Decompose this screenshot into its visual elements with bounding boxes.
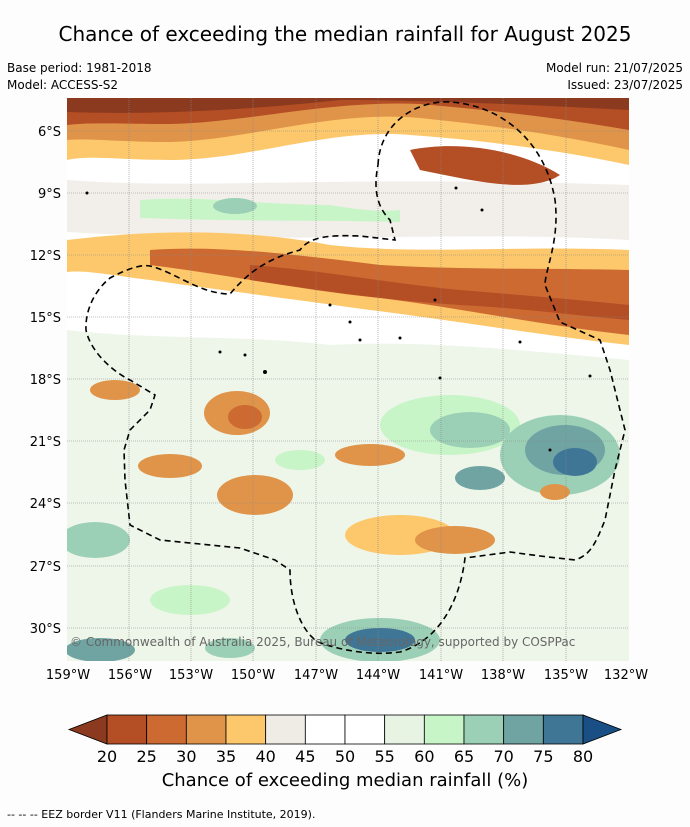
colorbar: 20 25 30 35 40 45 50 55 60 65 70 75 80 [67, 714, 623, 766]
eez-border [85, 101, 626, 655]
lon-label: 144°W [356, 668, 400, 683]
base-period: Base period: 1981-2018 [7, 61, 152, 75]
blob-65-70-e [430, 412, 510, 448]
colorbar-segment [384, 714, 425, 745]
colorbar-tick-label: 25 [136, 747, 156, 766]
blob-30-35-se [540, 484, 570, 500]
colorbar-segment [463, 714, 505, 745]
lon-label: 159°W [46, 668, 90, 683]
colorbar-segment [542, 714, 584, 745]
colorbar-segment [146, 714, 187, 745]
footer-note: -- -- -- EEZ border V11 (Flanders Marine… [7, 808, 316, 821]
colorbar-tick-label: 30 [176, 747, 196, 766]
band-20-25-mid [250, 265, 629, 320]
colorbar-tick-label: 40 [255, 747, 275, 766]
meta-right: Model run: 21/07/2025 Issued: 23/07/2025 [546, 60, 683, 94]
colorbar-tick-label: 55 [374, 747, 394, 766]
islands [85, 186, 592, 452]
colorbar-segment [265, 714, 306, 745]
lon-label: 138°W [481, 668, 525, 683]
colorbar-label: Chance of exceeding median rainfall (%) [161, 770, 529, 791]
colorbar-segment [185, 714, 227, 745]
lat-label: 21°S [30, 435, 61, 450]
blob-75-80-se [553, 448, 597, 476]
colorbar-extend-high [582, 714, 623, 745]
lon-label: 147°W [294, 668, 338, 683]
blob-60-65-sw [150, 585, 230, 615]
colorbar-tick-label: 60 [414, 747, 434, 766]
blob-70-75-sw [67, 638, 135, 661]
band-20-25-north [67, 98, 629, 113]
lon-label: 153°W [169, 668, 213, 683]
colorbar-segment [503, 714, 544, 745]
blob-30-35-a [90, 380, 140, 400]
model-name: Model: ACCESS-S2 [7, 78, 119, 92]
blob-30-35-e [335, 444, 405, 466]
blob-65-70-w [67, 522, 130, 558]
colorbar-tick-label: 45 [295, 747, 315, 766]
lon-axis: 159°W 156°W 153°W 150°W 147°W 144°W 141°… [46, 668, 648, 683]
meta-left: Base period: 1981-2018 Model: ACCESS-S2 [7, 60, 152, 94]
colorbar-segment [344, 714, 386, 745]
lon-label: 132°W [604, 668, 648, 683]
lat-label: 15°S [30, 311, 61, 326]
model-run: Model run: 21/07/2025 [545, 61, 683, 75]
colorbar-tick-label: 80 [573, 747, 593, 766]
lat-label: 18°S [30, 373, 61, 388]
blob-30-35-c [138, 454, 202, 478]
lat-label: 27°S [30, 560, 61, 575]
blob-30-35-f [415, 526, 495, 554]
issued-date: Issued: 23/07/2025 [567, 78, 683, 92]
colorbar-segment [304, 714, 346, 745]
lat-label: 9°S [38, 187, 61, 202]
colorbar-tick-label: 50 [335, 747, 355, 766]
lon-label: 141°W [419, 668, 463, 683]
colorbar-tick-label: 65 [454, 747, 474, 766]
lat-label: 6°S [38, 125, 61, 140]
map-area: © Commonwealth of Australia 2025, Bureau… [67, 98, 629, 661]
colorbar-tick-label: 75 [533, 747, 553, 766]
lon-label: 150°W [231, 668, 275, 683]
blob-60-65-w [275, 450, 325, 470]
colorbar-tick-label: 20 [97, 747, 117, 766]
colorbar-segment [106, 714, 148, 745]
blob-65-70-sw [205, 638, 255, 658]
blob-70-75-e2 [455, 466, 505, 490]
band-60-65-north [140, 198, 400, 222]
blob-30-35-d [217, 475, 293, 515]
copyright-text: © Commonwealth of Australia 2025, Bureau… [70, 635, 575, 649]
lon-label: 156°W [108, 668, 152, 683]
colorbar-tick-label: 35 [216, 747, 236, 766]
lat-label: 30°S [30, 622, 61, 637]
colorbar-segment [423, 714, 465, 745]
blob-75-80-s [345, 628, 415, 652]
gridlines [67, 98, 629, 661]
chart-title: Chance of exceeding the median rainfall … [58, 22, 632, 46]
colorbar-extend-low [67, 714, 108, 745]
lat-label: 24°S [30, 497, 61, 512]
lon-label: 135°W [544, 668, 588, 683]
blob-25-30-b [228, 405, 262, 429]
lat-axis: 6°S 9°S 12°S 15°S 18°S 21°S 24°S 27°S 30… [30, 125, 61, 637]
lat-label: 12°S [30, 249, 61, 264]
colorbar-tick-label: 70 [493, 747, 513, 766]
band-25-30-northeast [410, 146, 560, 185]
blob-65-70-north [213, 198, 257, 214]
colorbar-segment [225, 714, 267, 745]
